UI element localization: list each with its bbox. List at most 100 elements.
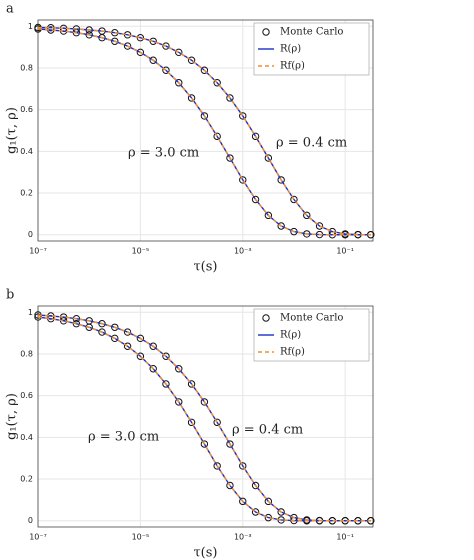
data-point — [175, 398, 183, 406]
annotation: ρ = 0.4 cm — [276, 136, 347, 151]
data-point — [277, 222, 285, 230]
data-point — [123, 42, 132, 50]
data-point — [111, 37, 119, 45]
y-tick-label: 0.6 — [20, 391, 33, 400]
legend-label: R(ρ) — [280, 44, 301, 55]
y-tick-label: 0.2 — [20, 189, 33, 198]
data-point — [162, 380, 170, 388]
legend-label: R(ρ) — [280, 330, 301, 341]
x-axis-label: τ(s) — [193, 260, 217, 275]
y-tick-label: 0.4 — [20, 433, 33, 442]
y-tick-label: 0.4 — [20, 147, 33, 156]
data-point — [149, 342, 157, 350]
data-point — [315, 222, 324, 230]
y-axis-label: g₁(τ, ρ) — [5, 393, 20, 440]
data-point — [98, 320, 106, 328]
data-point — [200, 440, 209, 448]
data-point — [123, 342, 132, 350]
plot-frame — [37, 305, 374, 528]
plot-frame — [37, 19, 374, 242]
annotation: ρ = 3.0 cm — [88, 430, 159, 445]
data-point — [123, 328, 132, 336]
data-point — [175, 48, 183, 57]
data-point — [277, 176, 285, 184]
y-tick-label: 0.2 — [20, 475, 33, 484]
data-point — [149, 365, 157, 373]
y-tick-label: 0 — [28, 230, 33, 239]
data-point — [149, 56, 157, 64]
x-tick-label: 10⁻¹ — [336, 533, 354, 542]
x-tick-label: 10⁻¹ — [336, 247, 354, 256]
data-point — [72, 320, 81, 328]
data-point — [187, 56, 196, 64]
data-point — [251, 132, 260, 141]
legend-label: Rf(ρ) — [280, 61, 305, 72]
data-point — [187, 94, 196, 102]
legend-label: Monte Carlo — [280, 313, 343, 324]
x-tick-label: 10⁻³ — [234, 247, 252, 256]
panel: a 0 0.2 0.4 0.6 0.8 1 10⁻⁷ 10⁻⁵ 10⁻³ 10⁻¹ τ(s) g₁(τ,… — [5, 2, 375, 275]
data-point — [264, 497, 273, 506]
data-point — [251, 508, 260, 516]
data-point — [213, 132, 221, 141]
data-point — [200, 112, 209, 120]
data-point — [213, 79, 221, 87]
data-point — [111, 334, 119, 343]
x-tick-label: 10⁻⁵ — [132, 247, 150, 256]
data-point — [303, 211, 311, 220]
curve — [37, 314, 371, 522]
legend-label: Rf(ρ) — [280, 347, 305, 358]
data-point — [226, 94, 234, 102]
data-point — [239, 497, 247, 506]
data-point — [136, 34, 145, 42]
data-point — [175, 79, 183, 87]
data-point — [239, 112, 247, 120]
x-tick-label: 10⁻⁷ — [29, 533, 47, 542]
data-point — [162, 42, 170, 50]
data-point — [226, 154, 234, 162]
curve — [37, 26, 371, 236]
data-point — [98, 328, 106, 336]
data-point — [149, 37, 157, 45]
y-tick-label: 1 — [28, 22, 33, 31]
data-point — [226, 481, 234, 490]
y-tick-label: 1 — [28, 308, 33, 317]
data-point — [187, 418, 196, 427]
data-point — [136, 334, 145, 343]
data-point — [175, 365, 183, 373]
y-tick-label: 0 — [28, 516, 33, 525]
data-point — [251, 481, 260, 490]
data-point — [239, 176, 247, 184]
data-point — [264, 154, 273, 162]
data-point — [239, 462, 247, 470]
x-axis-label: τ(s) — [193, 546, 217, 560]
data-point — [264, 211, 273, 220]
legend-marker — [262, 314, 270, 322]
data-point — [200, 66, 209, 74]
data-point — [162, 352, 170, 360]
y-tick-label: 0.8 — [20, 349, 33, 358]
data-point — [277, 508, 285, 516]
data-point — [187, 380, 196, 388]
y-tick-label: 0.6 — [20, 105, 33, 114]
data-point — [251, 195, 260, 204]
data-point — [226, 440, 234, 448]
curve — [37, 28, 371, 236]
data-point — [213, 462, 221, 470]
panel-label: a — [6, 2, 14, 17]
data-point — [136, 48, 145, 57]
data-point — [111, 323, 119, 331]
legend-label: Monte Carlo — [280, 27, 343, 38]
x-tick-label: 10⁻⁵ — [132, 533, 150, 542]
panel: b 0 0.2 0.4 0.6 0.8 1 10⁻⁷ 10⁻⁵ 10⁻³ 10⁻¹ τ(s) g₁(τ,… — [5, 288, 375, 560]
data-point — [213, 418, 221, 427]
annotation: ρ = 0.4 cm — [232, 423, 303, 438]
data-point — [200, 398, 209, 406]
annotation: ρ = 3.0 cm — [128, 146, 199, 161]
x-tick-label: 10⁻³ — [234, 533, 252, 542]
data-point — [136, 352, 145, 360]
legend-marker — [262, 28, 270, 36]
panel-label: b — [6, 288, 14, 303]
data-point — [162, 66, 170, 74]
